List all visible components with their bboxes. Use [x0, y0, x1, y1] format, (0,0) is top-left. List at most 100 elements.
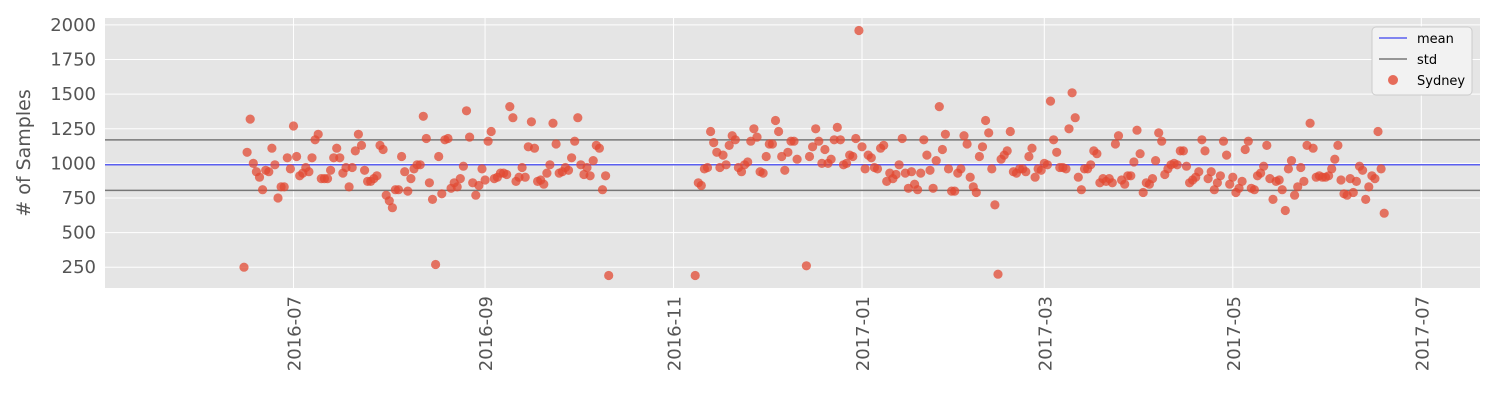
data-point: [601, 171, 611, 181]
x-tick-label: 2016-07: [284, 296, 305, 371]
data-point: [270, 160, 280, 170]
data-point: [925, 165, 935, 175]
data-point: [285, 164, 295, 174]
data-point: [567, 153, 577, 163]
y-tick-labels: 250 500 750 1000 1250 1500 1750 2000: [50, 15, 96, 278]
data-point: [1286, 156, 1297, 166]
data-point: [842, 158, 852, 168]
data-point: [1268, 194, 1278, 204]
data-point: [455, 174, 465, 184]
data-point: [548, 118, 558, 128]
data-point: [866, 153, 876, 163]
data-point: [427, 194, 438, 204]
data-point: [1237, 176, 1247, 186]
data-point: [736, 167, 747, 177]
data-point: [573, 113, 583, 123]
data-point: [1157, 136, 1167, 146]
data-point: [1259, 161, 1269, 171]
legend-mean-label: mean: [1417, 32, 1454, 47]
data-point: [922, 150, 932, 160]
data-point: [604, 270, 614, 281]
data-point: [857, 142, 867, 152]
data-point: [1330, 154, 1340, 164]
data-point: [928, 183, 938, 193]
y-tick-label: 250: [62, 257, 96, 278]
data-point: [1061, 164, 1071, 174]
data-point: [505, 102, 515, 112]
data-point: [749, 124, 759, 134]
data-point: [950, 186, 960, 196]
y-tick-label: 1250: [50, 119, 96, 140]
data-point: [347, 162, 357, 173]
data-point: [1147, 174, 1158, 184]
data-point: [860, 164, 870, 174]
data-point: [971, 187, 981, 198]
data-point: [814, 136, 824, 146]
data-point: [1194, 167, 1204, 177]
data-point: [774, 126, 784, 137]
data-point: [517, 162, 527, 173]
x-tick-label: 2017-05: [1224, 296, 1245, 371]
data-point: [959, 131, 969, 141]
data-point: [940, 129, 951, 139]
data-point: [1027, 143, 1037, 153]
data-point: [965, 172, 975, 182]
data-point: [332, 143, 342, 153]
data-point: [835, 135, 846, 145]
data-point: [304, 167, 314, 177]
plot-background: [105, 18, 1480, 288]
data-point: [372, 171, 382, 181]
data-point: [542, 168, 552, 178]
data-point: [962, 139, 972, 149]
data-point: [397, 151, 407, 162]
data-point: [1373, 126, 1383, 137]
data-point: [313, 129, 323, 139]
y-tick-label: 500: [62, 223, 96, 244]
data-point: [486, 126, 496, 137]
data-point: [931, 156, 941, 166]
data-point: [1129, 157, 1139, 167]
data-point: [393, 185, 404, 195]
legend-std-label: std: [1417, 53, 1437, 68]
data-point: [987, 164, 997, 174]
data-point: [891, 169, 901, 180]
data-point: [1206, 167, 1216, 177]
data-point: [1049, 135, 1059, 145]
data-point: [1262, 140, 1272, 150]
data-point: [854, 25, 864, 36]
data-point: [582, 162, 592, 173]
data-point: [1333, 140, 1343, 150]
grid-lines: [105, 18, 1480, 288]
data-point: [767, 139, 778, 149]
data-point: [326, 165, 336, 175]
data-point: [1107, 178, 1117, 188]
data-point: [702, 162, 713, 173]
data-point: [906, 167, 917, 177]
data-point: [258, 185, 268, 195]
data-point: [1113, 131, 1124, 141]
data-point: [508, 113, 518, 123]
data-point: [344, 182, 354, 192]
y-tick-label: 1500: [50, 84, 96, 105]
data-point: [752, 132, 762, 142]
data-point: [1064, 124, 1074, 134]
data-point: [1212, 178, 1222, 188]
data-point: [1351, 176, 1361, 186]
x-tick-label: 2017-03: [1035, 296, 1056, 371]
y-tick-label: 1750: [50, 50, 96, 71]
data-point: [483, 136, 493, 146]
data-point: [1225, 179, 1235, 189]
data-point: [916, 168, 926, 178]
data-point: [424, 178, 434, 188]
data-point: [322, 174, 333, 184]
data-point: [1256, 168, 1266, 178]
x-tick-label: 2017-07: [1412, 296, 1433, 371]
data-point: [792, 154, 802, 164]
data-point: [1324, 171, 1334, 181]
data-point: [545, 160, 555, 170]
data-point: [1002, 146, 1012, 156]
data-point: [1305, 118, 1315, 128]
data-point: [1209, 185, 1219, 195]
data-point: [1178, 146, 1188, 156]
